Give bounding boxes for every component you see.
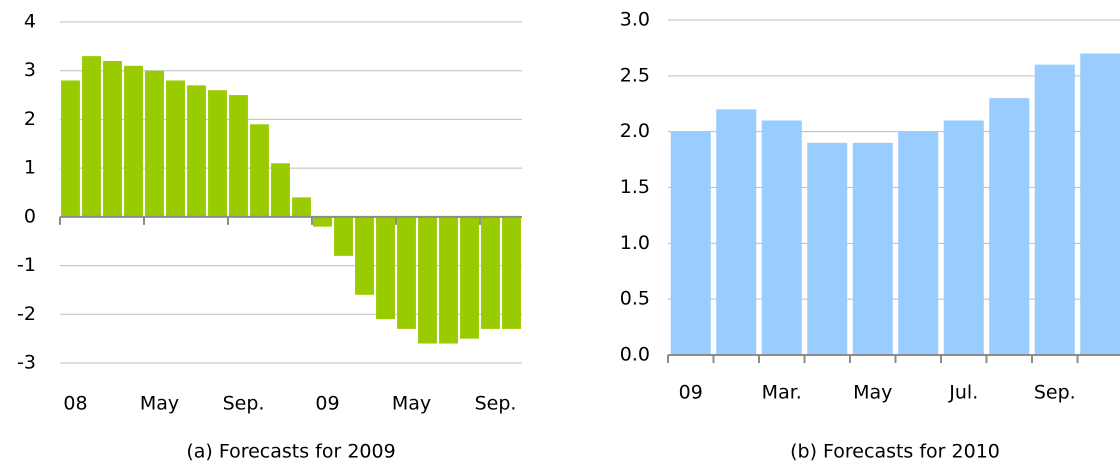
bar	[502, 216, 521, 329]
x-tick-label: Sep.	[1034, 382, 1076, 404]
bar	[898, 131, 939, 355]
y-tick-label: 3	[24, 59, 36, 81]
bar	[460, 216, 479, 339]
bar	[145, 70, 164, 217]
bar	[61, 80, 80, 217]
chart-title: (a) Forecasts for 2009	[186, 441, 395, 463]
x-tick-label: Jul.	[948, 382, 978, 404]
x-tick-label: Sep.	[223, 393, 265, 415]
bar	[124, 65, 143, 217]
bar	[1080, 53, 1120, 355]
x-tick-label: 08	[63, 393, 87, 415]
x-tick-label: May	[392, 393, 431, 415]
bar	[355, 216, 374, 295]
bar	[292, 197, 311, 217]
bar	[761, 120, 802, 355]
x-tick-label: May	[140, 393, 179, 415]
x-tick-label: Sep.	[475, 393, 517, 415]
bar	[334, 216, 353, 256]
bar	[670, 131, 711, 355]
chart-title: (b) Forecasts for 2010	[790, 441, 1000, 463]
bar	[103, 60, 122, 217]
bar	[229, 95, 248, 217]
bar	[716, 109, 757, 355]
y-tick-label: -3	[17, 352, 36, 374]
x-tick-label: 09	[679, 382, 703, 404]
bar	[271, 163, 290, 217]
y-tick-label: 2.5	[620, 64, 650, 86]
bar	[1034, 64, 1075, 356]
bar	[807, 142, 848, 355]
bar	[187, 85, 206, 217]
bar	[376, 216, 395, 320]
y-tick-label: 2.0	[620, 120, 650, 142]
bar	[439, 216, 458, 344]
bar	[852, 142, 893, 355]
bar	[82, 56, 101, 217]
y-tick-label: 1	[24, 157, 36, 179]
x-tick-label: 09	[315, 393, 339, 415]
bar	[989, 98, 1030, 356]
x-tick-label: Mar.	[762, 382, 802, 404]
y-tick-label: 2	[24, 108, 36, 130]
x-tick-label: May	[853, 382, 892, 404]
y-tick-label: -1	[17, 254, 36, 276]
bar	[481, 216, 500, 329]
bar	[208, 90, 227, 217]
y-tick-label: 3.0	[620, 9, 650, 31]
bar	[418, 216, 437, 344]
y-tick-label: 0.5	[620, 288, 650, 310]
bar	[166, 80, 185, 217]
y-tick-label: 0.0	[620, 344, 650, 366]
y-tick-label: 1.0	[620, 232, 650, 254]
y-tick-label: -2	[17, 303, 36, 325]
y-tick-label: 1.5	[620, 176, 650, 198]
bar	[397, 216, 416, 329]
y-tick-label: 0	[24, 205, 36, 227]
bar	[250, 124, 269, 217]
bar	[313, 216, 332, 227]
y-tick-label: 4	[24, 11, 36, 33]
bar	[943, 120, 984, 355]
